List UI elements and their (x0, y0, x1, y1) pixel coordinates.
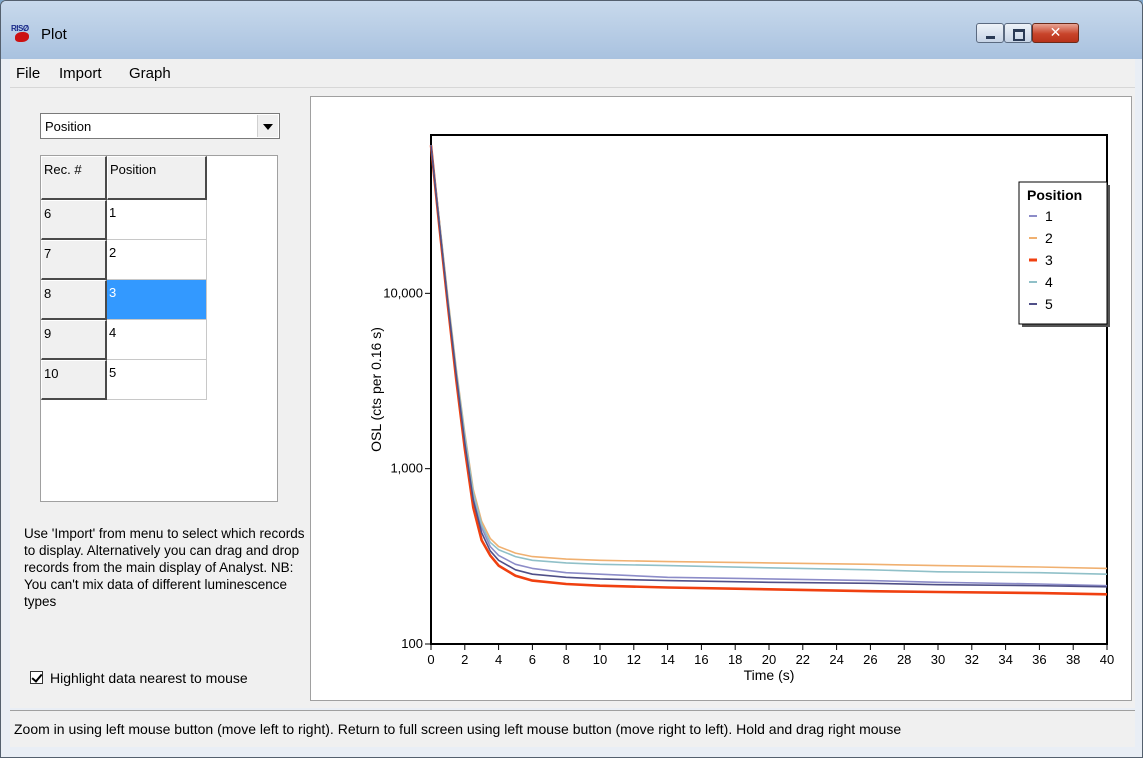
x-tick-label: 30 (931, 652, 945, 667)
title-bar[interactable]: RISØ Plot ✕ (1, 1, 1142, 59)
series-line-2 (430, 145, 1108, 570)
maximize-button[interactable] (1004, 23, 1032, 43)
app-logo-icon: RISØ (11, 24, 35, 44)
legend-label-4: 4 (1045, 274, 1053, 290)
highlight-checkbox[interactable] (30, 671, 43, 684)
x-tick-label: 32 (965, 652, 979, 667)
import-help-text: Use 'Import' from menu to select which r… (24, 526, 305, 609)
grid-cell-position[interactable]: 4 (107, 320, 207, 360)
x-tick-label: 16 (694, 652, 708, 667)
grid-row-rec[interactable]: 8 (41, 280, 107, 320)
x-tick-label: 0 (427, 652, 434, 667)
legend-label-3: 3 (1045, 252, 1053, 268)
grid-cell-position[interactable]: 2 (107, 240, 207, 280)
x-tick-label: 24 (829, 652, 843, 667)
legend-label-2: 2 (1045, 230, 1053, 246)
grid-cell-position[interactable]: 5 (107, 360, 207, 400)
menu-file[interactable]: File (16, 65, 41, 82)
status-text: Zoom in using left mouse button (move le… (14, 721, 902, 737)
series-line-3 (429, 145, 1108, 596)
grid-cell-position-selected[interactable]: 3 (107, 280, 207, 320)
x-tick-label: 12 (627, 652, 641, 667)
x-tick-label: 22 (796, 652, 810, 667)
status-bar: Zoom in using left mouse button (move le… (10, 710, 1135, 747)
x-tick-label: 14 (660, 652, 674, 667)
y-axis-label: OSL (cts per 0.16 s) (368, 327, 384, 452)
x-tick-label: 18 (728, 652, 742, 667)
group-by-select[interactable]: Position (40, 113, 280, 139)
y-tick-label: 100 (401, 636, 423, 651)
x-tick-label: 10 (593, 652, 607, 667)
x-tick-label: 4 (495, 652, 502, 667)
x-tick-label: 38 (1066, 652, 1080, 667)
grid-row-rec[interactable]: 9 (41, 320, 107, 360)
group-by-select-value: Position (45, 119, 92, 134)
grid-row-rec[interactable]: 10 (41, 360, 107, 400)
window-title: Plot (41, 26, 67, 43)
x-tick-label: 36 (1032, 652, 1046, 667)
grid-cell-position[interactable]: 1 (107, 200, 207, 240)
menu-import[interactable]: Import (59, 65, 102, 82)
chevron-down-icon[interactable] (257, 115, 278, 137)
x-tick-label: 28 (897, 652, 911, 667)
osl-chart[interactable]: 0 2 4 6 8 10 12 14 16 18 20 22 24 26 28 30 32 34 36 38 40100… (311, 97, 1131, 700)
legend-box (1018, 181, 1108, 325)
menu-bar: File Import Graph (10, 59, 1135, 88)
x-tick-label: 8 (563, 652, 570, 667)
minimize-button[interactable] (976, 23, 1004, 43)
close-button[interactable]: ✕ (1032, 23, 1079, 43)
y-tick-label: 10,000 (383, 285, 423, 300)
legend-label-5: 5 (1045, 296, 1053, 312)
grid-header-rec[interactable]: Rec. # (41, 156, 107, 200)
x-tick-label: 40 (1100, 652, 1114, 667)
x-tick-label: 2 (461, 652, 468, 667)
x-tick-label: 26 (863, 652, 877, 667)
close-icon: ✕ (1049, 25, 1062, 41)
grid-header-position[interactable]: Position (107, 156, 207, 200)
grid-row-rec[interactable]: 7 (41, 240, 107, 280)
x-tick-label: 20 (762, 652, 776, 667)
minimize-icon (977, 24, 1003, 42)
series-line-1 (430, 145, 1108, 587)
series-line-4 (430, 145, 1108, 575)
legend-title: Position (1027, 187, 1082, 203)
grid-row-rec[interactable]: 6 (41, 200, 107, 240)
plot-panel[interactable]: 0 2 4 6 8 10 12 14 16 18 20 22 24 26 28 30 32 34 36 38 40 100… (310, 96, 1132, 701)
content-area: Position Rec. # Position 6 1 7 2 8 3 9 4… (10, 88, 1135, 708)
records-grid[interactable]: Rec. # Position 6 1 7 2 8 3 9 4 10 5 (40, 155, 278, 502)
menu-graph[interactable]: Graph (129, 65, 171, 82)
x-axis-label: Time (s) (744, 667, 795, 683)
highlight-checkbox-label[interactable]: Highlight data nearest to mouse (50, 670, 248, 686)
x-tick-label: 34 (998, 652, 1012, 667)
legend-label-1: 1 (1045, 208, 1053, 224)
maximize-icon (1005, 24, 1031, 42)
x-tick-label: 6 (529, 652, 536, 667)
series-line-5 (430, 145, 1108, 588)
y-tick-label: 1,000 (390, 461, 423, 476)
